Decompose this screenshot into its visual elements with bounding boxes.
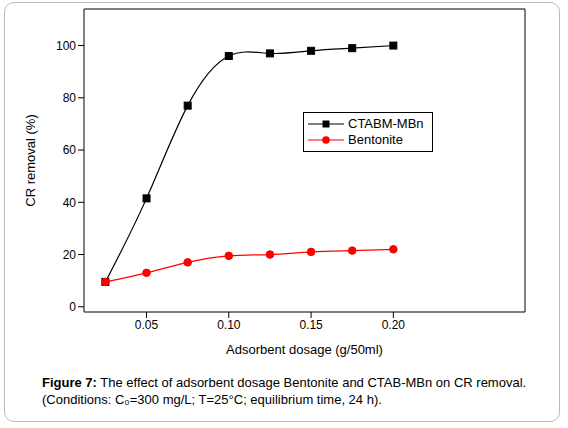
svg-text:20: 20 <box>63 248 77 262</box>
svg-text:40: 40 <box>63 196 77 210</box>
html-text:Figure 7: The effect of adsorb: Figure 7: The effect of adsorbent dosage… <box>42 375 527 407</box>
svg-text:Adsorbent dosage (g/50ml): Adsorbent dosage (g/50ml) <box>226 342 383 357</box>
svg-text:0.20: 0.20 <box>382 318 406 332</box>
svg-text:0: 0 <box>69 300 76 314</box>
svg-text:0.05: 0.05 <box>135 318 159 332</box>
svg-text:80: 80 <box>63 91 77 105</box>
html-text:Bentonite: Bentonite <box>348 132 403 147</box>
svg-text:0.15: 0.15 <box>299 318 323 332</box>
svg-text:100: 100 <box>56 39 76 53</box>
svg-text:60: 60 <box>63 143 77 157</box>
svg-text:CR removal (%): CR removal (%) <box>23 114 38 206</box>
svg-text:0.10: 0.10 <box>217 318 241 332</box>
html-text:CTABM-MBn: CTABM-MBn <box>348 116 424 131</box>
